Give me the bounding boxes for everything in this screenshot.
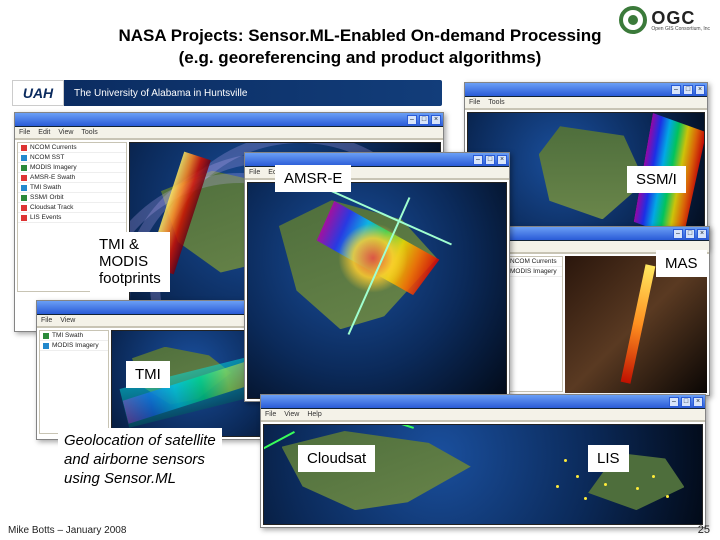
menu-item[interactable]: Edit [38, 129, 50, 136]
tree-item[interactable]: TMI Swath [18, 183, 126, 193]
label-tmi-modis: TMI & MODIS footprints [90, 232, 170, 292]
menubar: File View Help [261, 409, 705, 421]
label-cloudsat: Cloudsat [298, 445, 375, 472]
caption-geolocation: Geolocation of satellite and airborne se… [58, 428, 222, 492]
titlebar: – □ × [465, 83, 707, 97]
layer-tree[interactable]: TMI Swath MODIS Imagery [39, 330, 109, 434]
window-body [245, 179, 509, 401]
min-button[interactable]: – [407, 115, 417, 125]
titlebar: – □ × [495, 227, 709, 241]
globe-view[interactable] [247, 182, 507, 399]
tree-item[interactable]: AMSR-E Swath [18, 173, 126, 183]
label-mas: MAS [656, 250, 707, 277]
menu-item[interactable]: Tools [81, 129, 97, 136]
tree-item[interactable]: LIS Events [18, 213, 126, 223]
max-button[interactable]: □ [681, 397, 691, 407]
slide: OGC Open GIS Consortium, Inc NASA Projec… [0, 0, 720, 540]
menu-item[interactable]: View [58, 129, 73, 136]
menu-item[interactable]: Help [307, 411, 321, 418]
menu-item[interactable]: File [249, 169, 260, 176]
window-body [261, 421, 705, 527]
footer-author: Mike Botts – January 2008 [8, 525, 126, 536]
ogc-abbr: OGC [651, 9, 710, 27]
menu-item[interactable]: File [469, 99, 480, 106]
menu-item[interactable]: File [19, 129, 30, 136]
menubar: File Tools [465, 97, 707, 109]
max-button[interactable]: □ [485, 155, 495, 165]
close-button[interactable]: × [697, 229, 707, 239]
max-button[interactable]: □ [419, 115, 429, 125]
tree-item[interactable]: TMI Swath [40, 331, 108, 341]
label-amsre: AMSR-E [275, 165, 351, 192]
min-button[interactable]: – [671, 85, 681, 95]
slide-title-line2: (e.g. georeferencing and product algorit… [0, 48, 720, 68]
tree-item[interactable]: NCOM SST [18, 153, 126, 163]
menu-item[interactable]: File [41, 317, 52, 324]
max-button[interactable]: □ [683, 85, 693, 95]
menu-item[interactable]: View [60, 317, 75, 324]
page-number: 25 [698, 524, 710, 536]
menu-item[interactable]: View [284, 411, 299, 418]
tree-item[interactable]: MODIS Imagery [18, 163, 126, 173]
min-button[interactable]: – [673, 229, 683, 239]
close-button[interactable]: × [497, 155, 507, 165]
titlebar: – □ × [261, 395, 705, 409]
menu-item[interactable]: Tools [488, 99, 504, 106]
tree-item[interactable]: Cloudsat Track [18, 203, 126, 213]
close-button[interactable]: × [693, 397, 703, 407]
titlebar: – □ × [15, 113, 443, 127]
tree-item[interactable]: SSM/I Orbit [18, 193, 126, 203]
globe-view[interactable] [263, 424, 703, 525]
label-lis: LIS [588, 445, 629, 472]
uah-banner: UAH The University of Alabama in Huntsvi… [12, 80, 442, 106]
tree-item[interactable]: MODIS Imagery [40, 341, 108, 351]
close-button[interactable]: × [695, 85, 705, 95]
min-button[interactable]: – [473, 155, 483, 165]
lis-events-icon [264, 425, 702, 524]
uah-abbr: UAH [12, 80, 64, 106]
flight-track-icon [621, 264, 656, 383]
menu-item[interactable]: File [265, 411, 276, 418]
label-ssmi: SSM/I [627, 166, 686, 193]
label-tmi: TMI [126, 361, 170, 388]
uah-full: The University of Alabama in Huntsville [74, 88, 247, 99]
close-button[interactable]: × [431, 115, 441, 125]
menubar: File Edit View Tools [15, 127, 443, 139]
min-button[interactable]: – [669, 397, 679, 407]
tree-item[interactable]: NCOM Currents [18, 143, 126, 153]
slide-title-line1: NASA Projects: Sensor.ML-Enabled On-dema… [0, 26, 720, 46]
max-button[interactable]: □ [685, 229, 695, 239]
